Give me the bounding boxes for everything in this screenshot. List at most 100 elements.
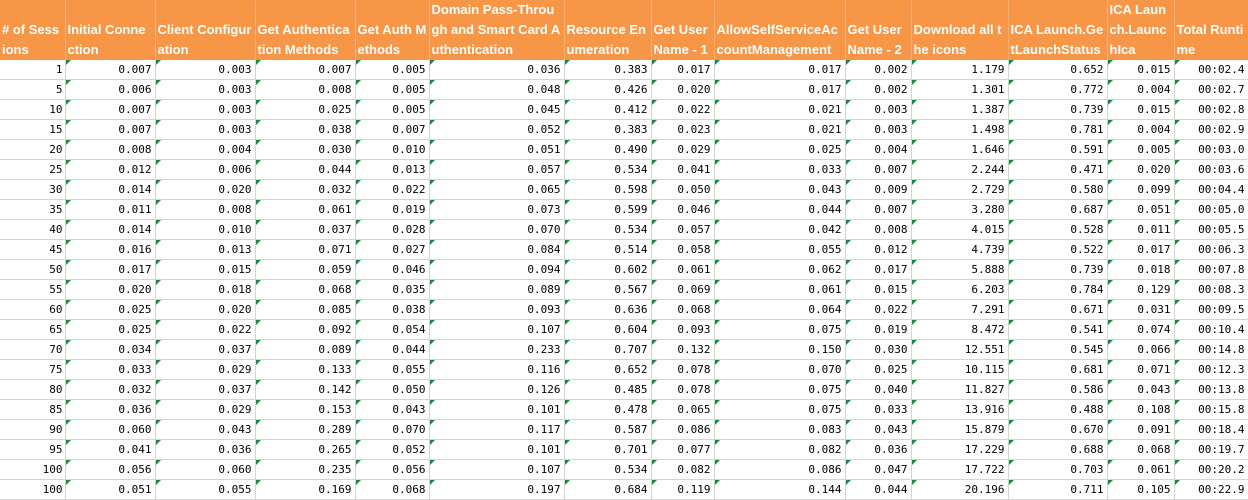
value-cell[interactable]: 0.017	[845, 259, 912, 280]
value-cell[interactable]: 12.551	[911, 339, 1009, 360]
value-cell[interactable]: 0.023	[651, 119, 715, 140]
value-cell[interactable]: 0.069	[651, 279, 715, 300]
value-cell[interactable]: 0.022	[355, 179, 430, 200]
value-cell[interactable]: 0.089	[255, 339, 356, 360]
value-cell[interactable]: 0.011	[1107, 219, 1175, 240]
value-cell[interactable]: 0.133	[255, 359, 356, 380]
value-cell[interactable]: 0.101	[429, 439, 565, 460]
value-cell[interactable]: 0.040	[845, 379, 912, 400]
value-cell[interactable]: 0.043	[355, 399, 430, 420]
value-cell[interactable]: 0.142	[255, 379, 356, 400]
value-cell[interactable]: 0.020	[651, 79, 715, 100]
sessions-cell[interactable]: 100	[0, 479, 66, 500]
value-cell[interactable]: 0.008	[155, 199, 256, 220]
value-cell[interactable]: 0.037	[155, 379, 256, 400]
value-cell[interactable]: 0.003	[155, 99, 256, 120]
value-cell[interactable]: 0.057	[651, 219, 715, 240]
value-cell[interactable]: 0.055	[355, 359, 430, 380]
value-cell[interactable]: 0.019	[355, 199, 430, 220]
value-cell[interactable]: 0.064	[714, 299, 846, 320]
value-cell[interactable]: 0.082	[651, 459, 715, 480]
value-cell[interactable]: 00:04.4	[1174, 179, 1248, 200]
value-cell[interactable]: 00:18.4	[1174, 419, 1248, 440]
value-cell[interactable]: 0.075	[714, 379, 846, 400]
value-cell[interactable]: 0.004	[155, 139, 256, 160]
value-cell[interactable]: 0.068	[255, 279, 356, 300]
value-cell[interactable]: 0.739	[1008, 259, 1108, 280]
value-cell[interactable]: 0.598	[564, 179, 652, 200]
value-cell[interactable]: 0.534	[564, 459, 652, 480]
value-cell[interactable]: 00:05.0	[1174, 199, 1248, 220]
value-cell[interactable]: 0.044	[845, 479, 912, 500]
value-cell[interactable]: 0.522	[1008, 239, 1108, 260]
value-cell[interactable]: 0.707	[564, 339, 652, 360]
sessions-cell[interactable]: 60	[0, 299, 66, 320]
value-cell[interactable]: 0.684	[564, 479, 652, 500]
sessions-cell[interactable]: 55	[0, 279, 66, 300]
value-cell[interactable]: 00:19.7	[1174, 439, 1248, 460]
value-cell[interactable]: 0.071	[1107, 359, 1175, 380]
value-cell[interactable]: 0.013	[355, 159, 430, 180]
sessions-cell[interactable]: 50	[0, 259, 66, 280]
value-cell[interactable]: 0.005	[1107, 139, 1175, 160]
sessions-cell[interactable]: 10	[0, 99, 66, 120]
value-cell[interactable]: 00:10.4	[1174, 319, 1248, 340]
value-cell[interactable]: 0.036	[429, 60, 565, 80]
value-cell[interactable]: 0.025	[714, 139, 846, 160]
value-cell[interactable]: 0.703	[1008, 459, 1108, 480]
value-cell[interactable]: 0.485	[564, 379, 652, 400]
value-cell[interactable]: 0.020	[155, 299, 256, 320]
value-cell[interactable]: 0.129	[1107, 279, 1175, 300]
value-cell[interactable]: 0.029	[651, 139, 715, 160]
value-cell[interactable]: 0.033	[845, 399, 912, 420]
value-cell[interactable]: 0.058	[651, 239, 715, 260]
value-cell[interactable]: 0.057	[429, 159, 565, 180]
value-cell[interactable]: 0.084	[429, 239, 565, 260]
value-cell[interactable]: 0.056	[65, 459, 156, 480]
value-cell[interactable]: 0.739	[1008, 99, 1108, 120]
sessions-cell[interactable]: 5	[0, 79, 66, 100]
value-cell[interactable]: 0.050	[651, 179, 715, 200]
value-cell[interactable]: 0.052	[355, 439, 430, 460]
value-cell[interactable]: 0.044	[714, 199, 846, 220]
value-cell[interactable]: 0.006	[65, 79, 156, 100]
value-cell[interactable]: 4.739	[911, 239, 1009, 260]
value-cell[interactable]: 0.636	[564, 299, 652, 320]
value-cell[interactable]: 0.412	[564, 99, 652, 120]
value-cell[interactable]: 0.004	[1107, 79, 1175, 100]
value-cell[interactable]: 0.567	[564, 279, 652, 300]
sessions-cell[interactable]: 40	[0, 219, 66, 240]
value-cell[interactable]: 0.003	[155, 60, 256, 80]
value-cell[interactable]: 0.086	[651, 419, 715, 440]
value-cell[interactable]: 1.498	[911, 119, 1009, 140]
value-cell[interactable]: 0.050	[355, 379, 430, 400]
value-cell[interactable]: 0.035	[355, 279, 430, 300]
value-cell[interactable]: 11.827	[911, 379, 1009, 400]
value-cell[interactable]: 0.027	[355, 239, 430, 260]
value-cell[interactable]: 0.383	[564, 60, 652, 80]
value-cell[interactable]: 0.002	[845, 79, 912, 100]
value-cell[interactable]: 0.020	[1107, 159, 1175, 180]
value-cell[interactable]: 00:06.3	[1174, 239, 1248, 260]
value-cell[interactable]: 0.051	[429, 139, 565, 160]
value-cell[interactable]: 0.060	[65, 419, 156, 440]
value-cell[interactable]: 0.604	[564, 319, 652, 340]
sessions-cell[interactable]: 20	[0, 139, 66, 160]
value-cell[interactable]: 0.033	[714, 159, 846, 180]
value-cell[interactable]: 0.021	[714, 99, 846, 120]
value-cell[interactable]: 0.075	[714, 319, 846, 340]
value-cell[interactable]: 4.015	[911, 219, 1009, 240]
value-cell[interactable]: 0.017	[651, 60, 715, 80]
value-cell[interactable]: 0.471	[1008, 159, 1108, 180]
value-cell[interactable]: 00:13.8	[1174, 379, 1248, 400]
sessions-cell[interactable]: 25	[0, 159, 66, 180]
value-cell[interactable]: 00:02.9	[1174, 119, 1248, 140]
value-cell[interactable]: 00:09.5	[1174, 299, 1248, 320]
value-cell[interactable]: 0.003	[845, 99, 912, 120]
value-cell[interactable]: 0.478	[564, 399, 652, 420]
value-cell[interactable]: 0.065	[651, 399, 715, 420]
value-cell[interactable]: 0.044	[255, 159, 356, 180]
value-cell[interactable]: 0.044	[355, 339, 430, 360]
value-cell[interactable]: 0.078	[651, 379, 715, 400]
value-cell[interactable]: 00:02.4	[1174, 60, 1248, 80]
